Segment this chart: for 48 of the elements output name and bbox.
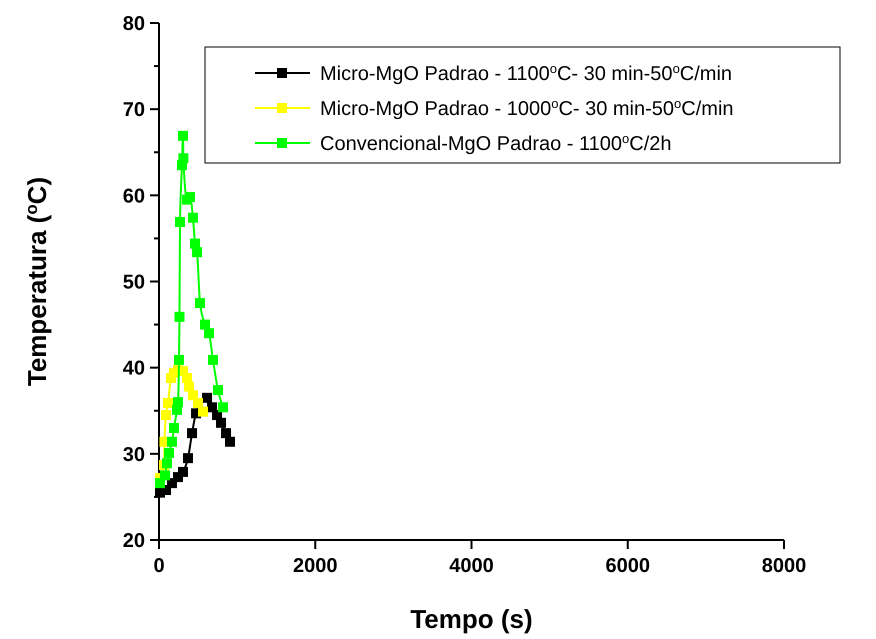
point — [192, 398, 203, 408]
point — [187, 428, 198, 438]
point — [174, 354, 184, 365]
point — [160, 470, 170, 480]
y-tick-label: 40 — [122, 358, 145, 380]
point — [182, 453, 193, 464]
point — [202, 392, 212, 403]
point — [221, 428, 232, 438]
point — [172, 397, 183, 408]
point — [188, 390, 198, 400]
point — [216, 418, 226, 428]
point — [162, 458, 172, 468]
point — [185, 192, 196, 202]
point — [178, 466, 188, 477]
y-tick-label: 70 — [122, 99, 145, 122]
point — [164, 448, 174, 458]
legend-label: Micro-MgO Padrao - 1100$^{o}$C- 30 min-50$^{o}$C/min — [320, 60, 732, 85]
point — [169, 422, 179, 433]
x-tick-label: 4000 — [449, 555, 494, 577]
point — [195, 298, 206, 308]
y-tick-label: 20 — [122, 530, 145, 552]
x-axis-title: Tempo (s) — [410, 604, 533, 634]
point — [178, 130, 188, 141]
x-tick-label: 2000 — [293, 555, 338, 577]
x-tick-label: 0 — [153, 555, 165, 577]
y-tick-label: 50 — [122, 272, 145, 294]
point — [166, 436, 177, 447]
legend-label: Convencional-MgO Padrao - 1100$^{o}$C/2h — [320, 130, 672, 155]
point — [198, 406, 208, 417]
point — [188, 212, 198, 223]
point — [200, 320, 210, 330]
point — [218, 402, 228, 412]
legend-label: Micro-MgO Padrao - 1000$^{o}$C- 30 min-50$^{o}$C/min — [320, 96, 734, 120]
point — [162, 398, 173, 408]
point — [204, 328, 214, 338]
y-tick-label: 30 — [122, 444, 145, 466]
point — [212, 385, 223, 396]
point — [178, 153, 188, 164]
point — [192, 247, 202, 258]
point — [208, 354, 218, 365]
point — [174, 312, 184, 322]
x-tick-label: 6000 — [606, 555, 650, 577]
point — [225, 436, 236, 447]
y-tick-label: 80 — [122, 13, 145, 35]
point — [175, 217, 186, 228]
x-tick-label: 8000 — [762, 555, 806, 577]
point — [161, 410, 172, 420]
y-tick-label: 60 — [122, 185, 145, 208]
